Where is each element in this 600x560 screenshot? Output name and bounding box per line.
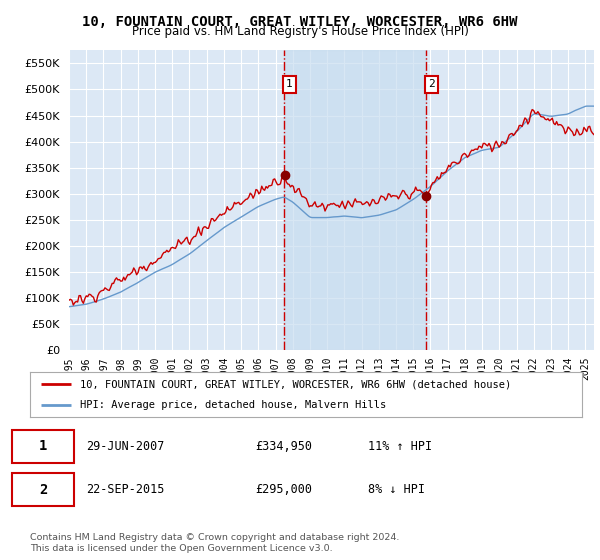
Text: 29-JUN-2007: 29-JUN-2007 [86, 440, 164, 453]
Text: 22-SEP-2015: 22-SEP-2015 [86, 483, 164, 496]
Text: Price paid vs. HM Land Registry's House Price Index (HPI): Price paid vs. HM Land Registry's House … [131, 25, 469, 38]
Text: 2: 2 [39, 483, 47, 497]
Text: 8% ↓ HPI: 8% ↓ HPI [368, 483, 425, 496]
Text: 1: 1 [286, 80, 293, 89]
Text: £334,950: £334,950 [255, 440, 312, 453]
Bar [284, 50, 426, 350]
Text: HPI: Average price, detached house, Malvern Hills: HPI: Average price, detached house, Malv… [80, 400, 386, 410]
Text: 1: 1 [39, 440, 47, 454]
Text: 10, FOUNTAIN COURT, GREAT WITLEY, WORCESTER, WR6 6HW (detached house): 10, FOUNTAIN COURT, GREAT WITLEY, WORCES… [80, 380, 511, 390]
FancyBboxPatch shape [13, 430, 74, 463]
FancyBboxPatch shape [13, 473, 74, 506]
Text: 10, FOUNTAIN COURT, GREAT WITLEY, WORCESTER, WR6 6HW: 10, FOUNTAIN COURT, GREAT WITLEY, WORCES… [82, 15, 518, 29]
Text: £295,000: £295,000 [255, 483, 312, 496]
Text: 11% ↑ HPI: 11% ↑ HPI [368, 440, 432, 453]
Text: 2: 2 [428, 80, 435, 89]
Text: Contains HM Land Registry data © Crown copyright and database right 2024.
This d: Contains HM Land Registry data © Crown c… [30, 533, 400, 553]
